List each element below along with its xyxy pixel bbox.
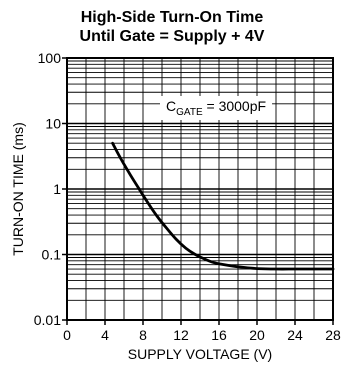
annotation-group: CGATE = 3000pF <box>160 96 273 120</box>
x-tick-label: 0 <box>63 327 71 343</box>
y-axis-label: TURN-ON TIME (ms) <box>10 122 26 256</box>
x-tick-label: 28 <box>325 327 341 343</box>
x-tick-label: 24 <box>287 327 303 343</box>
chart-title-line2: Until Gate = Supply + 4V <box>79 28 265 45</box>
x-tick-label: 4 <box>101 327 109 343</box>
y-tick-label: 0.01 <box>34 312 61 328</box>
chart-title-line1: High-Side Turn-On Time <box>80 9 264 26</box>
x-axis-label: SUPPLY VOLTAGE (V) <box>128 346 272 362</box>
annotation-subscript: GATE <box>176 107 203 118</box>
y-tick-label: 100 <box>38 50 62 66</box>
x-tick-label: 8 <box>139 327 147 343</box>
x-tick-label: 20 <box>249 327 265 343</box>
x-tick-label: 16 <box>211 327 227 343</box>
x-tick-label: 12 <box>173 327 189 343</box>
y-tick-label: 10 <box>45 116 61 132</box>
x-axis-ticks: 0 4 8 12 16 20 24 28 <box>63 320 341 343</box>
y-tick-label: 1 <box>53 181 61 197</box>
annotation-suffix: = 3000pF <box>203 98 266 114</box>
series-line-turn-on-time <box>111 141 335 271</box>
y-tick-label: 0.1 <box>42 247 62 263</box>
annotation-prefix: C <box>166 98 176 114</box>
annotation-cgate: CGATE = 3000pF <box>166 98 266 118</box>
annotation-background <box>160 96 273 120</box>
y-axis-ticks: 0.01 0.1 1 10 100 <box>34 50 67 328</box>
